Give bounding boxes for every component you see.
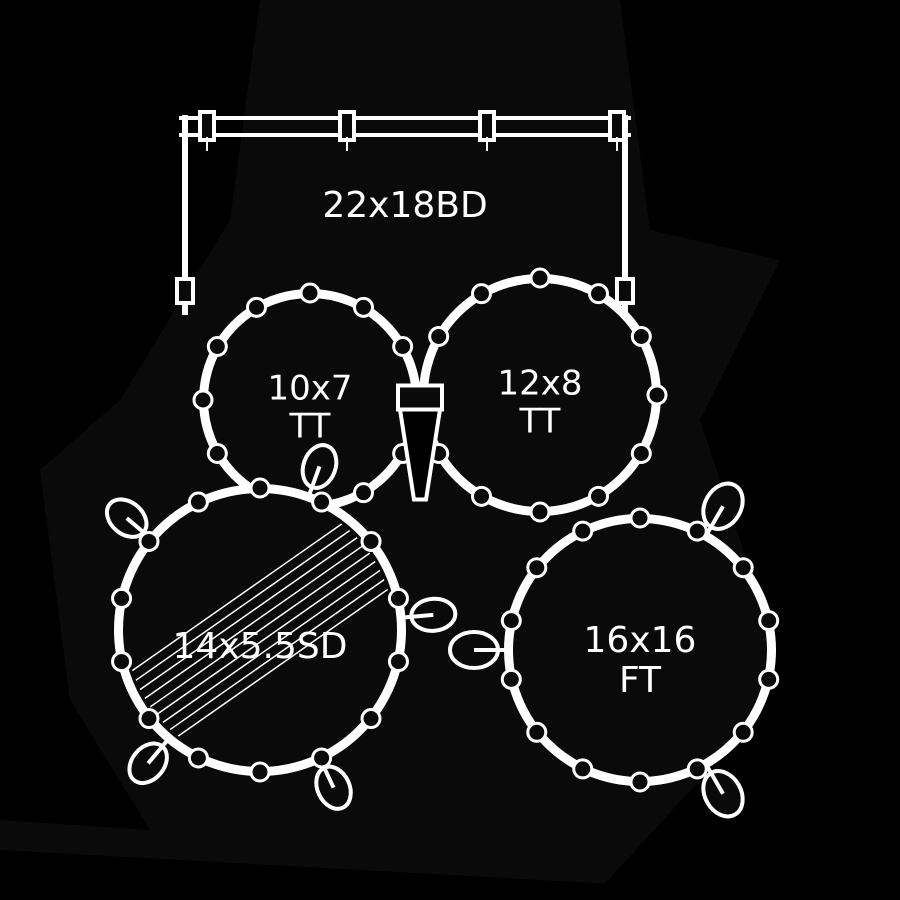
bass-drum-label: 22x18BD bbox=[322, 185, 487, 226]
tom-mount bbox=[398, 386, 442, 500]
drum-kit-diagram: 22x18BD10x7TT12x8TT14x5.5SD16x16FT bbox=[0, 0, 900, 900]
tom-10-size-label: 10x7 bbox=[267, 369, 352, 409]
tom-12x8: 12x8TT bbox=[414, 269, 666, 521]
tom-10-type-label: TT bbox=[289, 407, 331, 447]
floor-tom-size-label: 16x16 bbox=[584, 620, 697, 661]
tom-12-type-label: TT bbox=[519, 402, 561, 442]
floor-tom-type-label: FT bbox=[619, 660, 662, 701]
tom-12-size-label: 12x8 bbox=[497, 364, 582, 404]
snare-label: 14x5.5SD bbox=[173, 626, 348, 667]
